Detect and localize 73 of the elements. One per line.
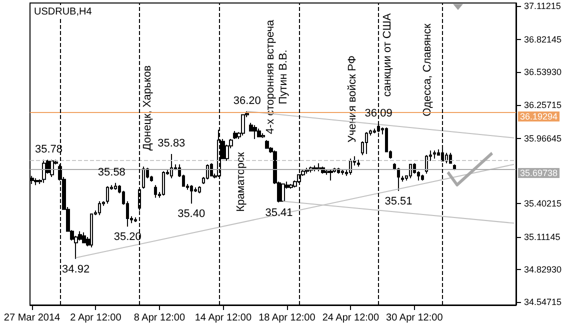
x-tick-label: 2 Apr 12:00 — [70, 312, 122, 324]
y-tick-label: 36.25715 — [524, 100, 562, 110]
candlestick — [142, 166, 145, 190]
candlestick — [265, 140, 269, 149]
candlestick — [357, 159, 360, 168]
annotation: 34.92 — [62, 263, 90, 276]
candlestick — [198, 186, 201, 194]
candlestick — [190, 184, 193, 204]
candlestick — [134, 216, 137, 223]
candlestick — [50, 159, 54, 178]
y-tick-label: 34.54715 — [524, 296, 562, 307]
candlestick — [281, 183, 285, 202]
x-tick-label: 18 Apr 12:00 — [258, 312, 316, 324]
candlestick — [349, 158, 352, 176]
candlestick — [241, 114, 245, 136]
candlestick — [341, 170, 344, 176]
annotation: Одесса, Славянск — [421, 24, 434, 116]
annotation: 35.41 — [265, 206, 293, 219]
y-tick-label: 35.11145 — [524, 232, 560, 242]
annotation: 35.51 — [384, 195, 412, 208]
annotation: 36.20 — [233, 94, 261, 107]
x-tick-label: 8 Apr 12:00 — [134, 312, 186, 324]
candlestick — [114, 182, 117, 190]
candlestick — [210, 162, 213, 176]
candlestick — [433, 150, 436, 160]
candlestick — [90, 213, 93, 248]
y-tick-label: 35.40215 — [524, 198, 562, 208]
candlestick — [317, 162, 321, 172]
candlestick — [42, 159, 46, 184]
y-tick-label: 34.82930 — [524, 264, 562, 274]
candlestick — [449, 152, 452, 164]
annotation: Краматорск — [235, 152, 248, 212]
candlestick — [162, 170, 165, 196]
ref-line-label: 35.69738 — [520, 168, 558, 178]
candlestick — [409, 164, 412, 179]
annotation: 35.58 — [98, 166, 126, 178]
candlestick — [289, 183, 293, 190]
x-tick-label: 27 Mar 2014 — [4, 312, 60, 324]
annotation: 35.40 — [178, 208, 206, 220]
x-tick-label: 14 Apr 12:00 — [194, 312, 252, 324]
candlestick — [373, 128, 376, 134]
y-tick-label: 36.82145 — [524, 34, 562, 45]
annotation: 4-х сторонняя встреча Путин В.В. — [264, 19, 290, 134]
candlestick — [34, 178, 38, 186]
ref-line-label: 36.19294 — [520, 112, 558, 122]
candlestick — [305, 167, 309, 174]
y-tick-label: 36.53930 — [524, 67, 562, 78]
x-tick-label: 30 Apr 12:00 — [386, 312, 444, 324]
annotation: 35.83 — [158, 137, 186, 150]
candlestick — [233, 130, 237, 140]
x-tick-label: 24 Apr 12:00 — [322, 312, 380, 324]
candlestick — [401, 175, 404, 182]
candlestick — [365, 132, 368, 154]
annotation: санкции от США — [382, 12, 394, 97]
candlestick — [82, 232, 86, 244]
candlestick — [253, 124, 257, 140]
candlestick — [206, 164, 209, 180]
candlestick — [257, 128, 261, 138]
candlestick — [421, 174, 424, 182]
y-tick-label: 37.11215 — [524, 1, 561, 12]
candlestick — [106, 186, 109, 204]
candlestick — [170, 154, 173, 179]
candlestick — [397, 167, 400, 192]
annotation: 35.20 — [114, 231, 142, 244]
chart-title: USDRUB,H4 — [34, 6, 92, 18]
candlestick — [154, 184, 157, 198]
candlestick — [329, 168, 333, 182]
candlestick — [453, 164, 456, 171]
y-tick-label: 35.96645 — [524, 133, 562, 144]
candlestick — [313, 165, 317, 172]
annotation: Донецк, Харьков — [142, 65, 154, 151]
candlestick — [98, 200, 101, 216]
candlestick — [261, 132, 265, 138]
